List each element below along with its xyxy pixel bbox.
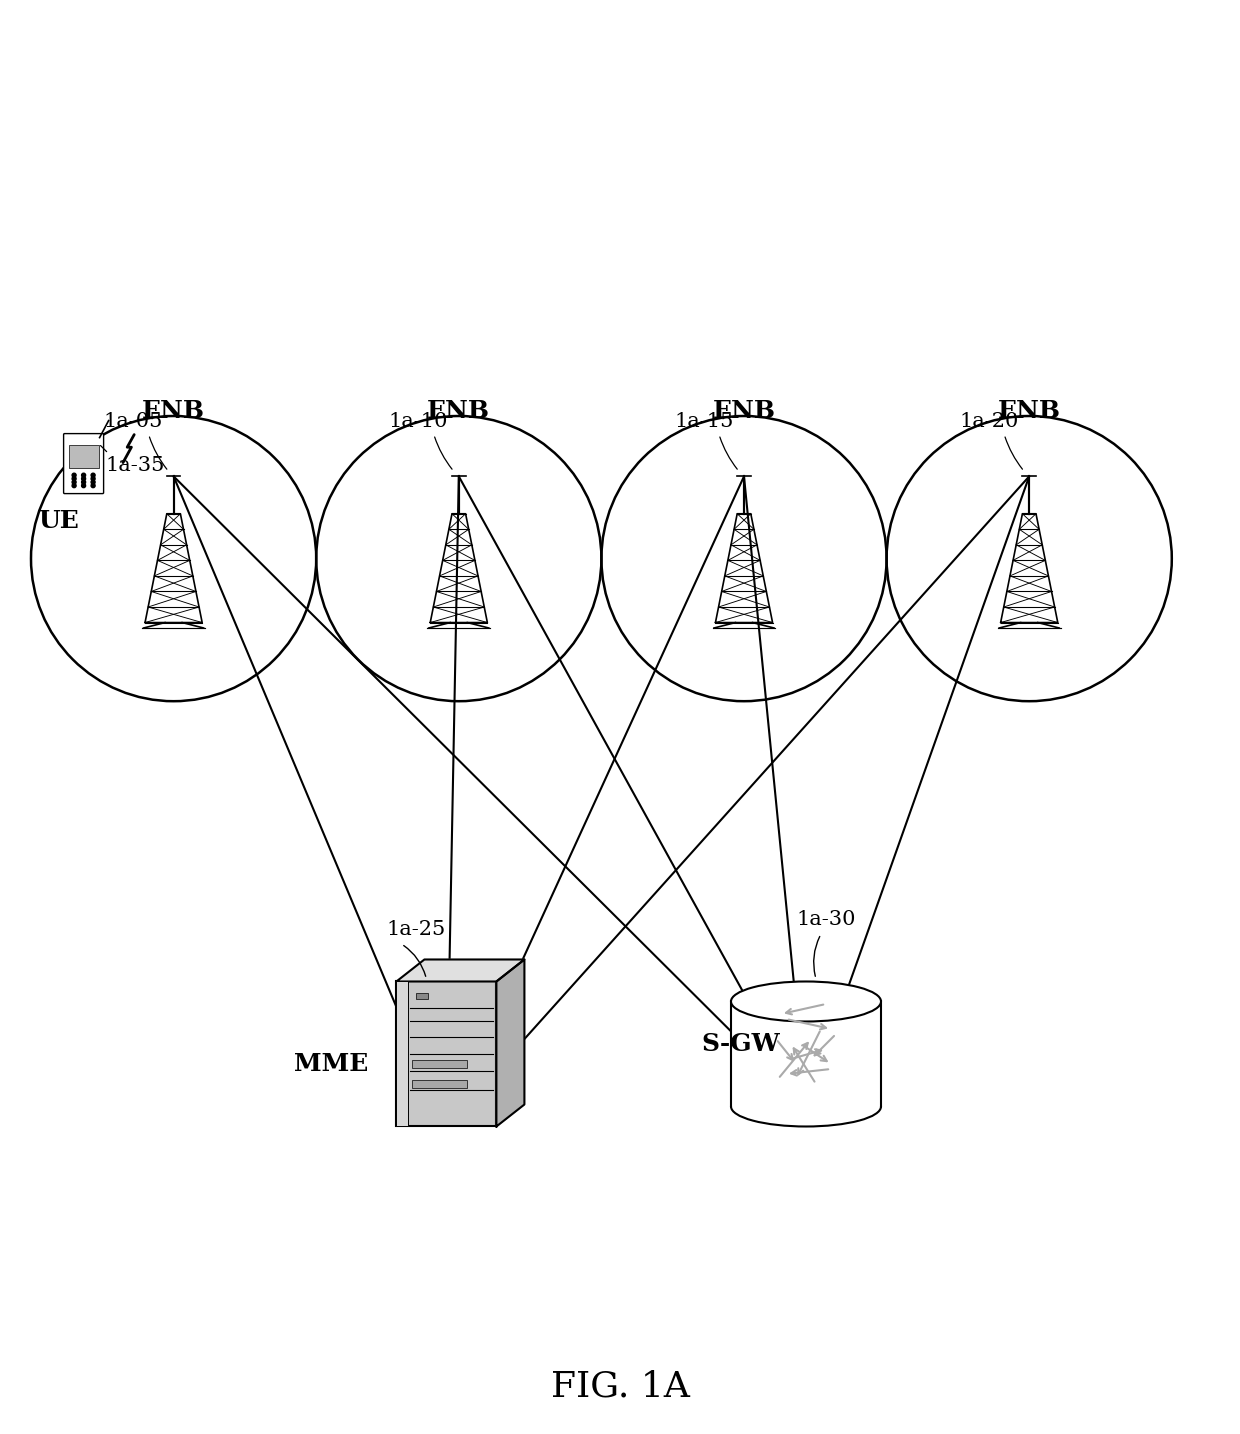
Bar: [397, 981, 496, 1127]
Text: FIG. 1A: FIG. 1A: [551, 1369, 689, 1404]
Text: MME: MME: [294, 1053, 368, 1076]
FancyBboxPatch shape: [63, 433, 104, 493]
Text: S-GW: S-GW: [701, 1032, 780, 1055]
Circle shape: [82, 476, 86, 480]
Text: 1a-15: 1a-15: [675, 413, 733, 432]
Circle shape: [72, 476, 76, 480]
Circle shape: [82, 483, 86, 488]
Text: ENB: ENB: [143, 399, 205, 423]
Ellipse shape: [732, 1087, 880, 1127]
Bar: [417, 994, 428, 999]
Circle shape: [91, 480, 95, 485]
Bar: [397, 981, 408, 1127]
Bar: [413, 1080, 467, 1088]
Text: 1a-10: 1a-10: [389, 413, 449, 432]
Circle shape: [82, 473, 86, 478]
Text: 1a-30: 1a-30: [796, 911, 856, 929]
Polygon shape: [496, 959, 525, 1127]
Circle shape: [82, 480, 86, 485]
Bar: [68, 445, 99, 469]
Polygon shape: [397, 959, 525, 981]
Text: ENB: ENB: [998, 399, 1060, 423]
Text: 1a-20: 1a-20: [960, 413, 1018, 432]
Circle shape: [72, 473, 76, 478]
Bar: [413, 1060, 467, 1068]
Text: 1a-25: 1a-25: [387, 921, 445, 939]
Ellipse shape: [732, 981, 880, 1021]
Circle shape: [91, 473, 95, 478]
Circle shape: [72, 483, 76, 488]
Text: UE: UE: [38, 509, 79, 532]
Text: 1a-35: 1a-35: [105, 456, 165, 475]
Circle shape: [91, 476, 95, 480]
Circle shape: [91, 483, 95, 488]
Text: ENB: ENB: [713, 399, 775, 423]
Bar: [732, 1001, 880, 1107]
Text: ENB: ENB: [428, 399, 490, 423]
Circle shape: [72, 480, 76, 485]
Text: 1a-05: 1a-05: [104, 413, 162, 432]
